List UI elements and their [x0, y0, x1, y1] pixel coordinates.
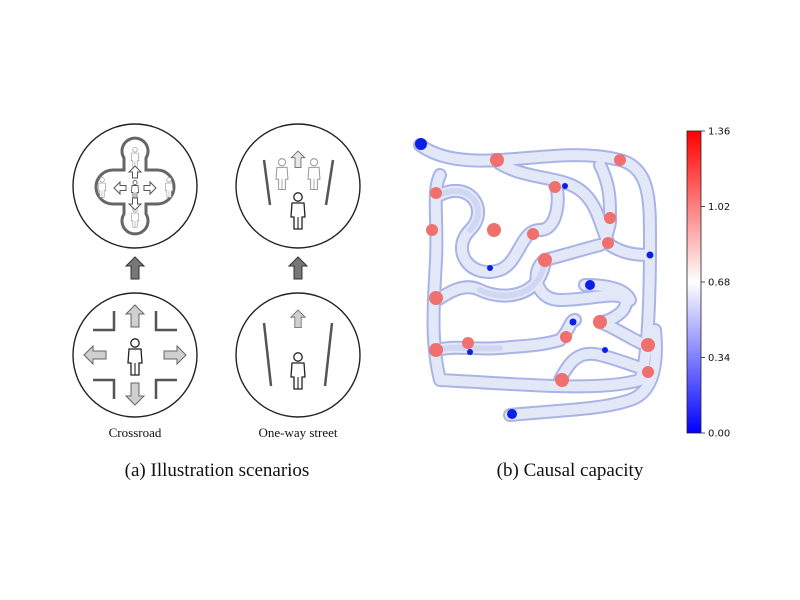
- hotspot: [430, 187, 442, 199]
- street-wall: [323, 322, 334, 387]
- panel-a: Crossroad One-way street (a) Illustratio…: [72, 123, 361, 481]
- colorbar-tick-label: 0.34: [708, 353, 730, 364]
- crossroad-diagram: [72, 292, 198, 418]
- colorbar-tick-label: 1.36: [708, 127, 730, 138]
- scenario-circle: [235, 123, 361, 249]
- coldspot: [646, 251, 654, 259]
- panel-a-caption: (a) Illustration scenarios: [125, 460, 310, 481]
- scenario-label: One-way street: [258, 425, 337, 440]
- hotspot: [462, 337, 474, 349]
- coldspot: [507, 409, 517, 419]
- hotspot: [642, 366, 654, 378]
- coldspot: [562, 183, 568, 189]
- maze-heatmap: [413, 138, 663, 422]
- coldspots: [415, 138, 654, 419]
- hotspots: [426, 153, 655, 387]
- colorbar: 1.36 1.02 0.68 0.34 0.00: [686, 127, 730, 440]
- coldspot: [415, 138, 427, 150]
- hotspot: [426, 224, 438, 236]
- one-way-diagram: [235, 292, 361, 418]
- hotspot: [487, 223, 501, 237]
- hotspot: [549, 181, 561, 193]
- scenario-label: Crossroad: [109, 425, 162, 440]
- colorbar-tick-label: 0.00: [708, 429, 730, 440]
- hotspot: [429, 291, 443, 305]
- hotspot: [555, 373, 569, 387]
- colorbar-tick-label: 0.68: [708, 278, 730, 289]
- coldspot: [602, 347, 608, 353]
- coldspot: [585, 280, 595, 290]
- hotspot: [604, 212, 616, 224]
- coldspot: [569, 318, 577, 326]
- one-way-future-diagram: [235, 123, 361, 249]
- colorbar-tick-label: 1.02: [708, 202, 730, 213]
- hotspot: [538, 253, 552, 267]
- street-wall: [262, 159, 272, 206]
- hotspot: [614, 154, 626, 166]
- hotspot: [490, 153, 504, 167]
- panel-b: 1.36 1.02 0.68 0.34 0.00 (b) Causal capacity: [413, 127, 730, 481]
- hotspot: [593, 315, 607, 329]
- crossroad-future-diagram: [72, 123, 198, 249]
- hotspot: [429, 343, 443, 357]
- hotspot: [560, 331, 572, 343]
- hotspot: [641, 338, 655, 352]
- coldspot: [487, 265, 493, 271]
- street-corners: [93, 311, 177, 399]
- coldspot: [467, 349, 473, 355]
- transition-arrow-icon: [288, 256, 308, 280]
- hotspot: [527, 228, 539, 240]
- transition-arrow-icon: [125, 256, 145, 280]
- hotspot: [602, 237, 614, 249]
- panel-b-caption: (b) Causal capacity: [497, 460, 644, 481]
- street-wall: [262, 322, 273, 387]
- street-wall: [324, 159, 335, 206]
- colorbar-scale: [686, 130, 702, 434]
